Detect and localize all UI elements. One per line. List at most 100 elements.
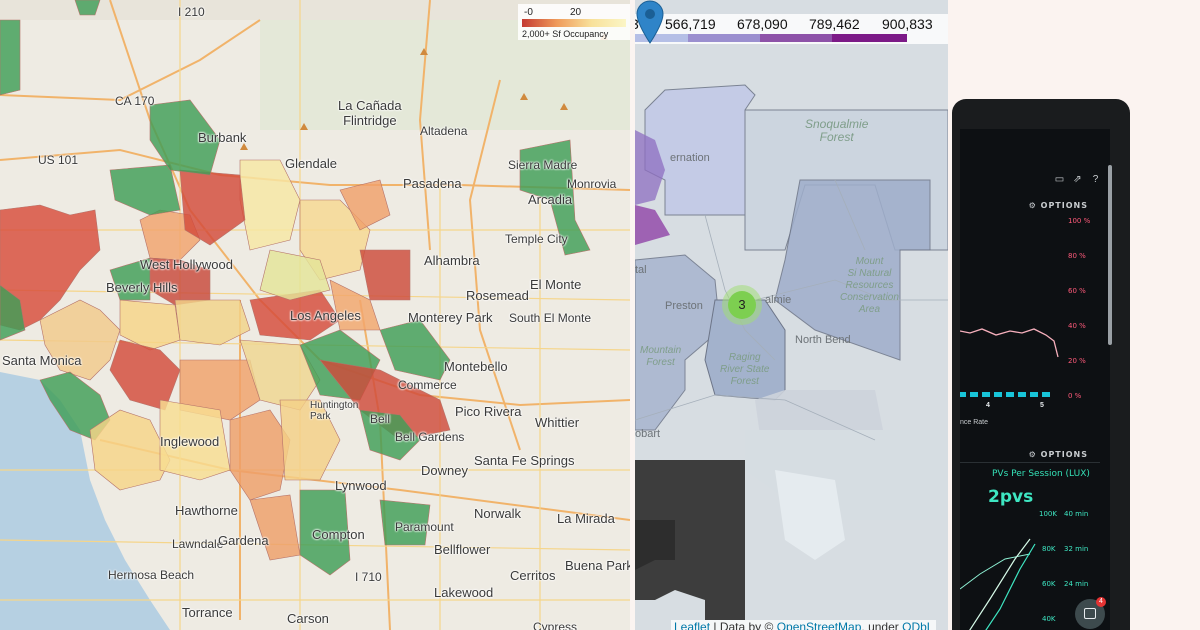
district-burbank[interactable] xyxy=(149,99,221,176)
district-paramount[interactable] xyxy=(379,499,431,546)
marker-cluster[interactable]: 3 xyxy=(722,285,762,325)
pct-axis-80: 80 % xyxy=(1068,252,1086,260)
choropleth-scale: 3 566,719 678,090 789,462 900,833 xyxy=(635,14,948,44)
scale-tick-2: 678,090 xyxy=(737,16,788,32)
district-bell-gardens[interactable] xyxy=(359,409,421,461)
help-icon[interactable]: ? xyxy=(1092,174,1099,185)
label-la-canada: La Cañada Flintridge xyxy=(338,98,402,128)
label-huntington-park: Huntington Park xyxy=(310,400,359,422)
laptop-screen[interactable]: ▭ ⇗ ? ⚙ OPTIONS 100 % 80 % 60 % 40 % 20 … xyxy=(960,129,1112,630)
district-westchester[interactable] xyxy=(89,409,171,491)
district-echo-park[interactable] xyxy=(259,249,331,301)
label-monrovia: Monrovia xyxy=(567,177,617,191)
divider xyxy=(960,462,1100,463)
label-raging-river: Raging River State Forest xyxy=(720,352,770,387)
district-compton[interactable] xyxy=(299,489,351,576)
district-glendale[interactable] xyxy=(239,159,301,251)
label-santa-fe-springs: Santa Fe Springs xyxy=(474,453,575,468)
district-studio-city[interactable] xyxy=(109,164,181,216)
options-button-1[interactable]: ⚙ OPTIONS xyxy=(1028,201,1088,210)
label-lawndale: Lawndale xyxy=(172,537,224,551)
lux-chart xyxy=(960,538,1036,630)
snoqualmie-map[interactable]: 3 566,719 678,090 789,462 900,833 Snoqua… xyxy=(635,0,948,630)
district-mid-city[interactable] xyxy=(119,299,181,351)
label-burbank: Burbank xyxy=(198,130,247,145)
district-palms[interactable] xyxy=(39,299,121,381)
label-north-bend: North Bend xyxy=(795,334,851,346)
monitor-icon[interactable]: ▭ xyxy=(1054,174,1065,185)
axis-80k: 80K xyxy=(1042,545,1056,553)
ocean xyxy=(0,372,170,630)
share-icon[interactable]: ⇗ xyxy=(1073,174,1082,185)
district-koreatown[interactable] xyxy=(174,299,251,346)
district-inglewood[interactable] xyxy=(159,399,231,481)
osm-link[interactable]: OpenStreetMap xyxy=(776,620,862,630)
label-snoqualmie: almie xyxy=(765,294,792,306)
district-nw-valley[interactable] xyxy=(0,19,21,96)
region-west-dark-purple[interactable] xyxy=(635,205,670,245)
north-strip xyxy=(0,0,630,20)
options-button-2[interactable]: ⚙ OPTIONS xyxy=(1028,450,1088,459)
leaflet-link[interactable]: Leaflet xyxy=(674,620,711,630)
attribution-sep: | Data by © xyxy=(710,620,777,630)
label-pico-rivera: Pico Rivera xyxy=(455,404,522,419)
legend-min: -0 xyxy=(524,7,533,18)
district-north-edge[interactable] xyxy=(74,0,101,16)
la-occupancy-map[interactable]: -0 20 2,000+ Sf Occupancy I 210 CA 170 U… xyxy=(0,0,630,630)
pct-axis-60: 60 % xyxy=(1068,287,1086,295)
label-mountain-forest: Mountain Forest xyxy=(640,345,682,368)
district-baldwin-hills[interactable] xyxy=(109,339,181,411)
district-el-sereno[interactable] xyxy=(359,249,411,301)
attribution-under: , under xyxy=(861,620,903,630)
label-commerce: Commerce xyxy=(398,378,457,392)
district-boyle-heights[interactable] xyxy=(329,279,381,331)
label-gardena: Gardena xyxy=(218,533,269,548)
label-compton: Compton xyxy=(312,527,365,542)
label-santa-monica: Santa Monica xyxy=(2,353,82,368)
legend-title: 2,000+ Sf Occupancy xyxy=(522,29,609,39)
la-map-canvas[interactable] xyxy=(0,0,630,630)
label-snoqualmie-forest: Snoqualmie Forest xyxy=(805,117,869,144)
district-willowbrook[interactable] xyxy=(249,494,301,561)
analytics-dashboard-photo: ▭ ⇗ ? ⚙ OPTIONS 100 % 80 % 60 % 40 % 20 … xyxy=(948,0,1200,630)
region-west-purple[interactable] xyxy=(635,130,665,205)
district-arcadia[interactable] xyxy=(519,139,591,256)
label-altadena: Altadena xyxy=(420,124,468,138)
la-legend: -0 20 2,000+ Sf Occupancy xyxy=(518,4,630,40)
district-south-la[interactable] xyxy=(179,359,261,421)
label-sierra-madre: Sierra Madre xyxy=(508,158,578,172)
label-lynwood: Lynwood xyxy=(335,478,387,493)
region-preston[interactable] xyxy=(635,254,721,431)
label-paramount: Paramount xyxy=(395,520,454,534)
district-atwater[interactable] xyxy=(179,169,246,246)
region-north-bend[interactable] xyxy=(774,179,931,361)
label-pasadena: Pasadena xyxy=(403,176,462,191)
region-dark[interactable] xyxy=(635,460,745,620)
district-beverly-crest[interactable] xyxy=(109,257,151,301)
scrollbar[interactable] xyxy=(1108,165,1112,345)
lux-line-1 xyxy=(960,553,1031,590)
region-darkest[interactable] xyxy=(635,520,675,570)
legend-gradient xyxy=(522,19,626,27)
axis-100k: 100K xyxy=(1039,510,1057,518)
district-brentwood[interactable] xyxy=(0,284,26,341)
location-pin-icon[interactable] xyxy=(635,0,665,44)
snq-map-canvas[interactable] xyxy=(635,0,948,630)
district-watts[interactable] xyxy=(229,409,291,501)
label-hawthorne: Hawthorne xyxy=(175,503,238,518)
districts[interactable] xyxy=(0,0,591,576)
cluster-count[interactable]: 3 xyxy=(728,291,756,319)
district-south-gate[interactable] xyxy=(279,399,341,481)
label-mount-si: Mount Si Natural Resources Conservation … xyxy=(840,256,899,315)
label-south-el-monte: South El Monte xyxy=(509,311,592,325)
odbl-link[interactable]: ODbL xyxy=(902,620,934,630)
label-carson: Carson xyxy=(287,611,329,626)
district-south-central[interactable] xyxy=(239,339,321,411)
label-torrance: Torrance xyxy=(182,605,233,620)
label-carnation: ernation xyxy=(670,152,710,164)
district-montebello[interactable] xyxy=(379,319,451,381)
scale-tick-0: 3 xyxy=(635,16,639,32)
district-pasadena-west[interactable] xyxy=(339,179,391,231)
lux-line-3 xyxy=(985,543,1036,630)
label-bell: Bell xyxy=(370,412,391,426)
